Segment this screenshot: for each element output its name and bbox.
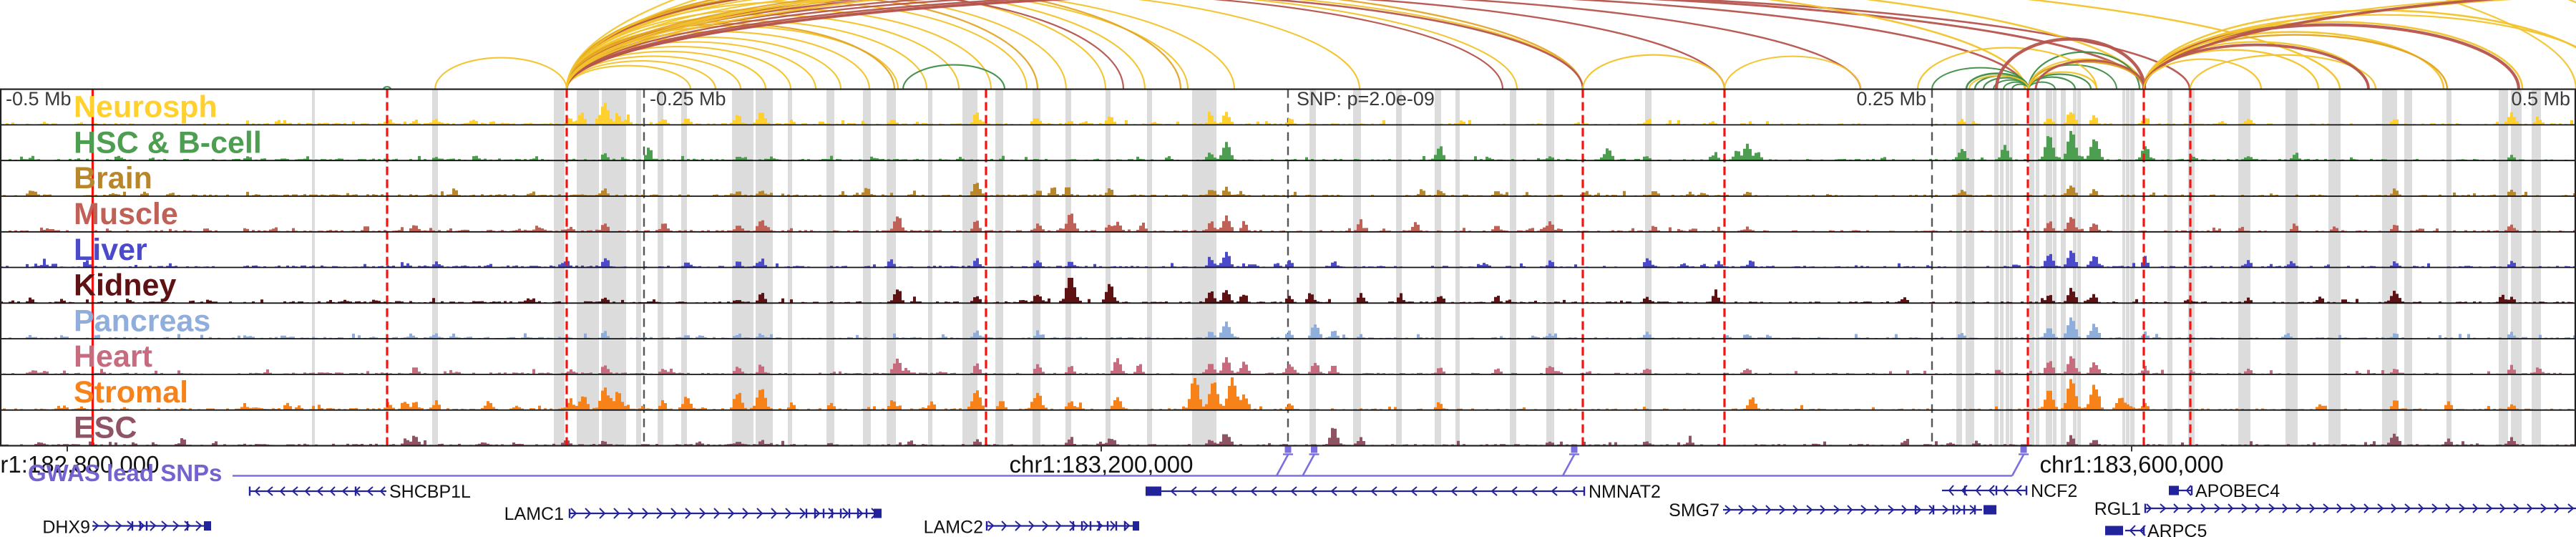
- svg-text:ARPC5: ARPC5: [2147, 521, 2207, 537]
- svg-text:SHCBP1L: SHCBP1L: [389, 482, 471, 502]
- svg-text:chr1:183,600,000: chr1:183,600,000: [2040, 451, 2224, 478]
- svg-text:SNP: p=2.0e-09: SNP: p=2.0e-09: [1297, 88, 1435, 110]
- svg-text:ESC: ESC: [74, 411, 137, 445]
- svg-text:Muscle: Muscle: [74, 197, 178, 231]
- svg-text:-0.25 Mb: -0.25 Mb: [650, 88, 726, 110]
- svg-text:0.25 Mb: 0.25 Mb: [1856, 88, 1926, 110]
- svg-text:DHX9: DHX9: [42, 518, 90, 537]
- svg-text:Stromal: Stromal: [74, 375, 188, 410]
- svg-text:NCF2: NCF2: [2031, 481, 2077, 501]
- svg-text:Neurosph: Neurosph: [74, 90, 218, 125]
- svg-text:0.5 Mb: 0.5 Mb: [2511, 88, 2570, 110]
- svg-text:RGL1: RGL1: [2094, 499, 2141, 519]
- svg-text:APOBEC4: APOBEC4: [2195, 481, 2280, 501]
- svg-text:Pancreas: Pancreas: [74, 304, 210, 338]
- svg-text:SMG7: SMG7: [1669, 500, 1719, 521]
- svg-text:LAMC2: LAMC2: [924, 518, 983, 537]
- svg-text:GWAS lead SNPs: GWAS lead SNPs: [28, 460, 222, 486]
- svg-text:LAMC1: LAMC1: [504, 504, 564, 524]
- svg-text:Liver: Liver: [74, 233, 147, 267]
- svg-text:chr1:183,200,000: chr1:183,200,000: [1010, 451, 1194, 478]
- svg-text:chr1:182,800,000: chr1:182,800,000: [0, 451, 159, 478]
- svg-text:Heart: Heart: [74, 339, 152, 374]
- svg-text:NMNAT2: NMNAT2: [1589, 482, 1661, 502]
- svg-text:Brain: Brain: [74, 161, 152, 195]
- svg-text:HSC & B-cell: HSC & B-cell: [74, 125, 262, 160]
- svg-text:Kidney: Kidney: [74, 268, 176, 303]
- svg-text:-0.5 Mb: -0.5 Mb: [6, 88, 72, 110]
